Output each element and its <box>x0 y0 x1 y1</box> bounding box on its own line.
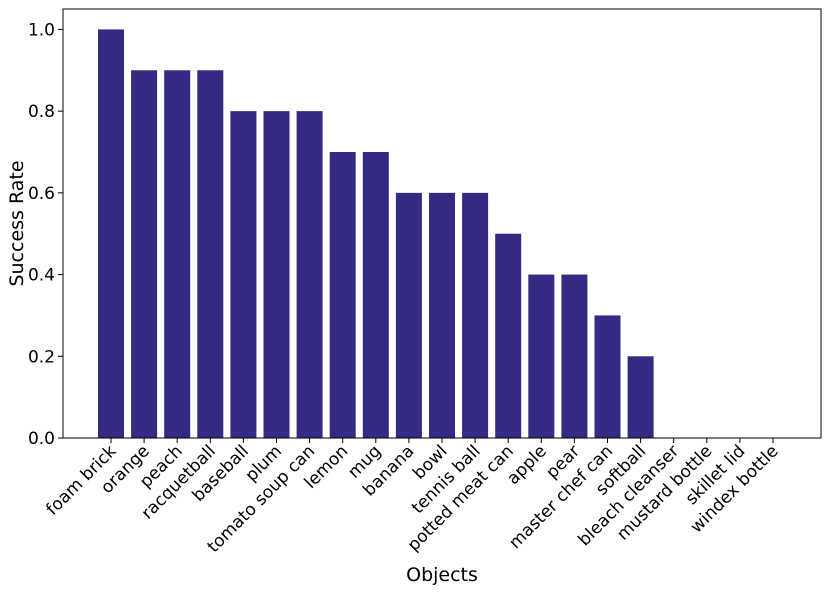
bar-baseball <box>230 111 257 439</box>
y-tick-label: 0.8 <box>28 102 55 122</box>
bar-foam-brick <box>98 29 124 439</box>
bar-bowl <box>429 192 455 438</box>
bar-tomato-soup-can <box>296 111 323 439</box>
y-tick-label: 0.4 <box>28 266 55 286</box>
x-axis-title: Objects <box>406 564 478 586</box>
bar-peach <box>164 70 191 439</box>
bar-orange <box>131 70 158 439</box>
bar-lemon <box>329 152 356 438</box>
bar-pear <box>561 274 588 438</box>
bar-softball <box>627 356 654 438</box>
bar-mug <box>362 152 389 438</box>
bar-racquetball <box>197 70 224 439</box>
bar-banana <box>395 192 422 438</box>
x-axis: foam brickorangepeachracquetballbaseball… <box>42 438 783 557</box>
y-tick-label: 0.2 <box>28 347 55 367</box>
y-axis: 0.0 0.2 0.4 0.6 0.8 1.0 <box>28 20 63 449</box>
bars-group <box>98 29 654 439</box>
y-tick-label: 0.6 <box>28 184 55 204</box>
bar-plum <box>263 111 290 439</box>
bar-apple <box>528 274 555 438</box>
y-tick-label: 0.0 <box>28 429 55 449</box>
bar-master-chef-can <box>594 315 621 438</box>
y-tick-label: 1.0 <box>28 20 55 40</box>
bar-potted-meat-can <box>495 233 522 438</box>
bar-tennis-ball <box>462 192 489 438</box>
y-axis-title: Success Rate <box>6 160 28 286</box>
